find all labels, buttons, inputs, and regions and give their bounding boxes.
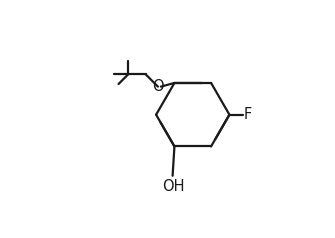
- Text: O: O: [152, 79, 164, 94]
- Text: F: F: [244, 107, 252, 122]
- Text: OH: OH: [162, 179, 185, 194]
